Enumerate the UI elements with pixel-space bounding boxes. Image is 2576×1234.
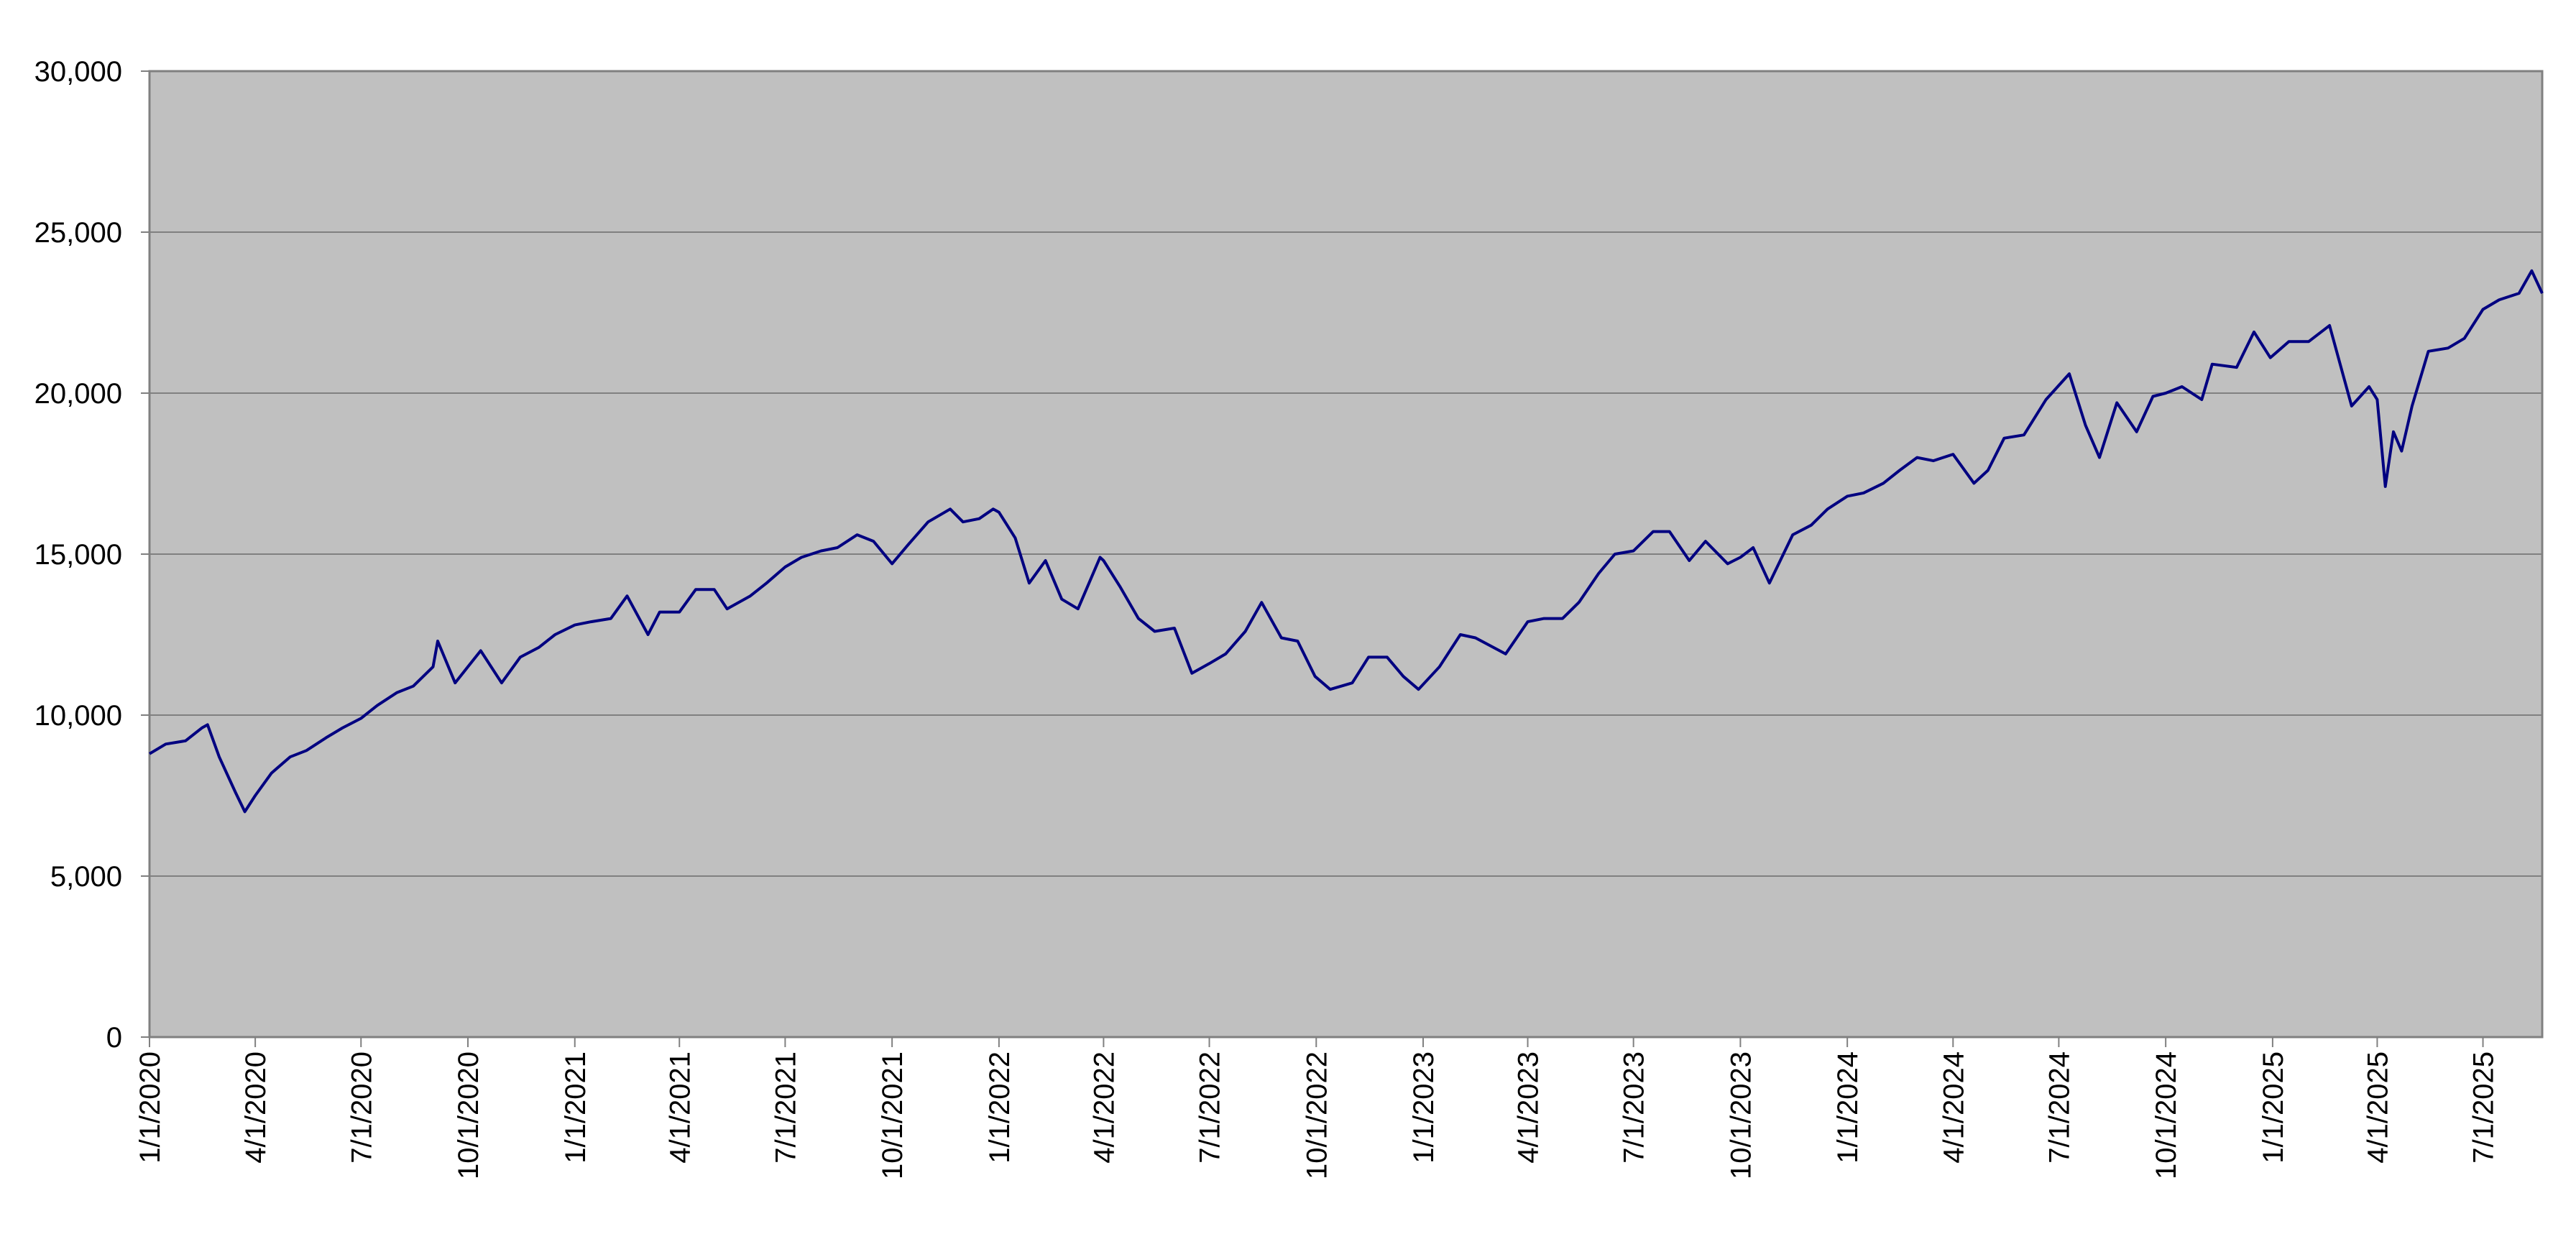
x-tick-label: 10/1/2022 xyxy=(1301,1051,1333,1179)
x-tick-label: 10/1/2024 xyxy=(2150,1051,2182,1179)
x-tick-label: 10/1/2021 xyxy=(877,1051,908,1179)
x-tick-label: 4/1/2025 xyxy=(2362,1051,2393,1164)
x-tick-label: 7/1/2022 xyxy=(1195,1051,1226,1164)
y-tick-label: 30,000 xyxy=(34,56,122,88)
x-tick-label: 4/1/2022 xyxy=(1088,1051,1120,1164)
x-tick-label: 7/1/2025 xyxy=(2468,1051,2500,1164)
x-tick-label: 1/1/2021 xyxy=(560,1051,592,1164)
x-tick-label: 4/1/2024 xyxy=(1938,1051,1969,1164)
x-tick-label: 1/1/2020 xyxy=(134,1051,166,1164)
plot-border xyxy=(148,70,2544,1039)
y-tick-label: 10,000 xyxy=(34,700,122,732)
x-tick-label: 1/1/2023 xyxy=(1408,1051,1440,1164)
y-tick-label: 15,000 xyxy=(34,539,122,571)
x-tick-label: 7/1/2023 xyxy=(1619,1051,1650,1164)
x-tick-label: 10/1/2023 xyxy=(1725,1051,1757,1179)
y-tick-label: 5,000 xyxy=(50,861,122,893)
y-tick-label: 25,000 xyxy=(34,217,122,249)
x-tick-label: 1/1/2025 xyxy=(2258,1051,2289,1164)
x-tick-label: 4/1/2020 xyxy=(240,1051,272,1164)
x-tick-label: 4/1/2023 xyxy=(1513,1051,1545,1164)
x-tick-label: 7/1/2024 xyxy=(2043,1051,2075,1164)
x-tick-label: 1/1/2024 xyxy=(1832,1051,1864,1164)
line-series xyxy=(148,269,2544,814)
x-tick-label: 10/1/2020 xyxy=(453,1051,484,1179)
x-tick-label: 7/1/2020 xyxy=(346,1051,377,1164)
y-tick-label: 0 xyxy=(106,1022,122,1054)
x-tick-label: 1/1/2022 xyxy=(984,1051,1016,1164)
x-tick-label: 7/1/2021 xyxy=(770,1051,801,1164)
y-tick-label: 20,000 xyxy=(34,378,122,410)
x-tick-label: 4/1/2021 xyxy=(664,1051,696,1164)
